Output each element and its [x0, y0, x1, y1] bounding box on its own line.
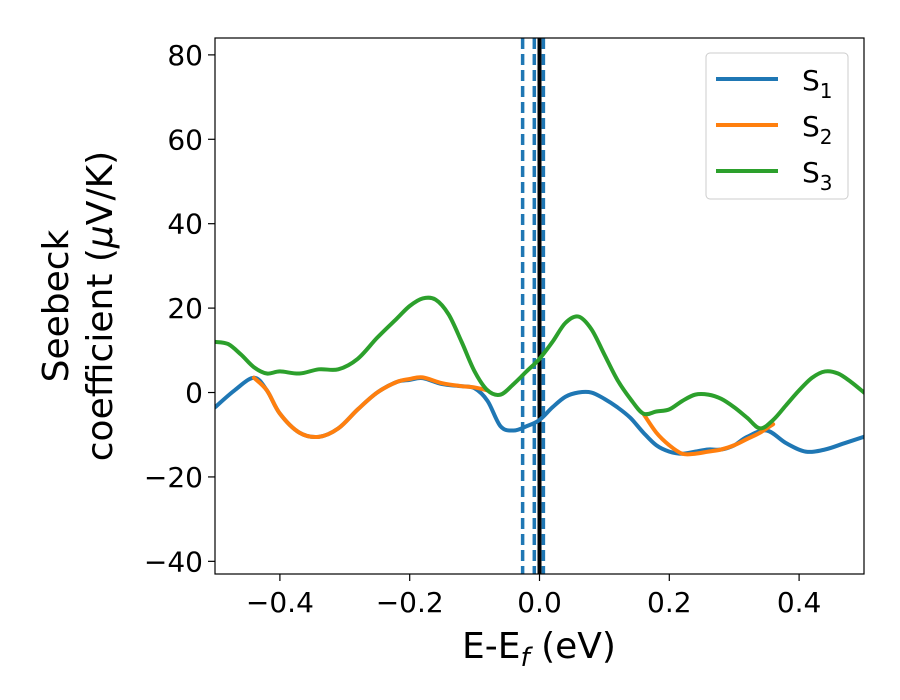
x-tick-label: −0.4 — [246, 586, 314, 619]
series-line-s2-part-0 — [251, 375, 490, 440]
series-line-s2-part-1 — [641, 411, 776, 457]
x-axis-title-tail: (eV) — [530, 626, 616, 667]
legend-label-s2: S2 — [802, 110, 833, 149]
x-axis-ticks: −0.4 −0.2 0.0 0.2 0.4 — [246, 574, 821, 619]
y-axis-title-line1: Seebeck — [36, 229, 77, 382]
x-tick-label: −0.2 — [376, 586, 444, 619]
legend-label-s1: S1 — [802, 64, 833, 103]
y-axis-title-line2-pre: coefficient ( — [80, 248, 121, 461]
series-lines — [215, 295, 864, 457]
y-axis-ticks: −40 −20 0 20 40 60 80 — [144, 39, 215, 578]
y-axis-title-mu: μ — [80, 225, 121, 249]
x-axis-title-main: E-E — [462, 626, 520, 667]
series-line-s3 — [215, 295, 864, 431]
y-tick-label: 60 — [167, 123, 203, 156]
y-tick-label: 80 — [167, 39, 203, 72]
fermi-level-markers — [520, 38, 546, 574]
y-tick-label: 0 — [185, 377, 203, 410]
y-axis-title: Seebeck coefficient (μV/K) — [36, 151, 121, 461]
y-axis-title-line2-post: V/K) — [80, 151, 121, 225]
x-tick-label: 0.0 — [517, 586, 562, 619]
x-tick-label: 0.2 — [647, 586, 692, 619]
x-axis-title: E-Ef (eV) — [462, 626, 616, 673]
legend: S1 S2 S3 — [705, 52, 849, 200]
y-tick-label: −40 — [144, 545, 203, 578]
y-tick-label: −20 — [144, 461, 203, 494]
y-tick-label: 40 — [167, 208, 203, 241]
y-axis-title-line2: coefficient (μV/K) — [80, 151, 121, 461]
x-tick-label: 0.4 — [777, 586, 822, 619]
legend-label-s3: S3 — [802, 156, 833, 195]
y-tick-label: 20 — [167, 292, 203, 325]
